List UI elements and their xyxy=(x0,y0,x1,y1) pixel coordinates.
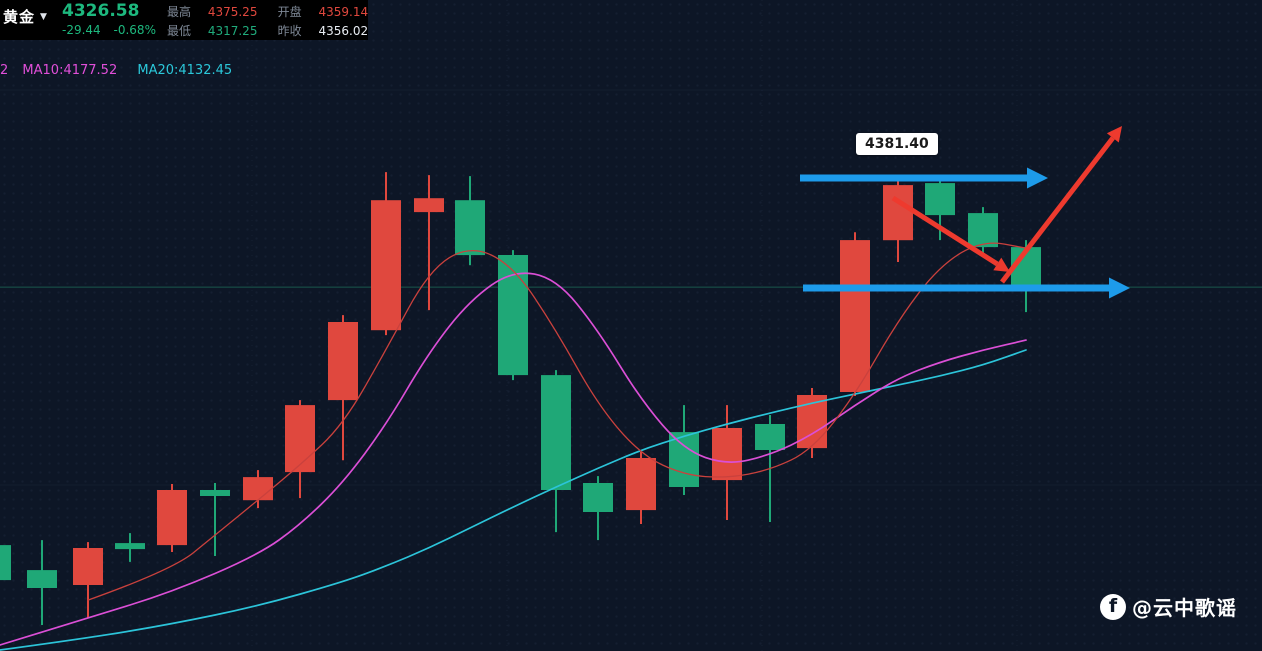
change-value: -29.44 xyxy=(62,23,101,37)
stat-label-prevclose: 昨收 xyxy=(277,24,302,38)
price-annotation: 4381.40 xyxy=(856,133,938,155)
stat-value-open: 4359.14 xyxy=(318,5,369,19)
stat-value-prevclose: 4356.02 xyxy=(318,24,369,38)
chevron-down-icon: ▼ xyxy=(40,11,47,22)
change-percent: -0.68% xyxy=(113,23,156,37)
ticker-header: 黄金 ▼ 4326.58 -29.44 -0.68% 最高 4375.25 开盘… xyxy=(0,0,500,90)
stat-label-high: 最高 xyxy=(167,5,192,19)
price-change: -29.44 -0.68% xyxy=(62,23,165,37)
ma-legend: 2 MA10:4177.52 MA20:4132.45 xyxy=(0,63,232,78)
watermark: f @云中歌谣 xyxy=(1100,592,1237,621)
facebook-icon: f xyxy=(1100,593,1126,620)
last-price: 4326.58 xyxy=(62,1,140,21)
stat-value-low: 4317.25 xyxy=(207,24,258,38)
stat-row-top: 最高 4375.25 开盘 4359.14 xyxy=(167,3,384,22)
stat-value-high: 4375.25 xyxy=(207,5,258,19)
ohlc-stats: 最高 4375.25 开盘 4359.14 最低 4317.25 昨收 4356… xyxy=(167,3,384,41)
price-annotation-text: 4381.40 xyxy=(865,136,929,152)
symbol-selector[interactable]: 黄金 ▼ xyxy=(3,6,47,27)
stat-label-low: 最低 xyxy=(167,24,192,38)
ma5-legend-partial: 2 xyxy=(0,63,9,78)
ma20-legend: MA20:4132.45 xyxy=(137,63,233,78)
watermark-handle: @云中歌谣 xyxy=(1132,596,1237,620)
ma10-legend: MA10:4177.52 xyxy=(22,63,118,78)
header-background xyxy=(0,0,368,40)
stat-row-bottom: 最低 4317.25 昨收 4356.02 xyxy=(167,22,384,41)
symbol-name: 黄金 xyxy=(3,8,36,26)
stat-label-open: 开盘 xyxy=(277,5,302,19)
